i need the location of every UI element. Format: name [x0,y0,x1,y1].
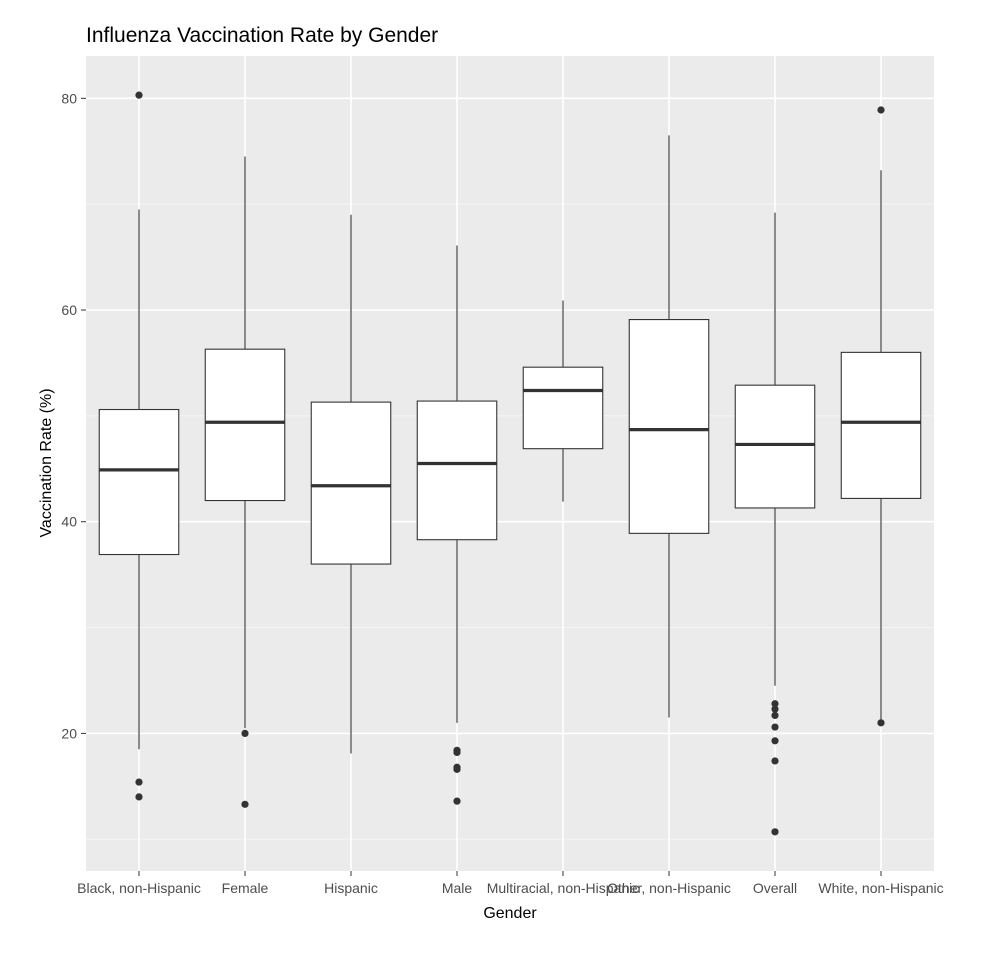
outlier-point [771,723,779,731]
box-iqr [98,408,180,556]
outlier-point [771,757,779,765]
y-tick-label: 80 [61,90,77,106]
outlier-point [241,800,249,808]
outlier-point [771,711,779,720]
box-iqr [840,351,922,499]
box-group [840,106,922,727]
box-group [734,212,816,836]
box-group [98,91,180,801]
box-group [522,300,604,502]
chart-title: Influenza Vaccination Rate by Gender [86,24,438,47]
outlier-point [877,106,885,114]
x-tick-label: Male [442,880,473,896]
x-tick-label: Female [222,880,269,896]
x-tick-label: Overall [753,880,797,896]
x-tick-label: Multiracial, non-Hispanic [487,880,640,896]
box-group [416,245,498,805]
y-tick-label: 20 [61,725,77,741]
x-tick-label: Black, non-Hispanic [77,880,201,896]
y-axis-title: Vaccination Rate (%) [38,388,55,537]
outlier-point [135,778,143,786]
y-tick-label: 40 [61,514,77,530]
x-tick-label: Other, non-Hispanic [607,880,731,896]
y-tick-label: 60 [61,302,77,318]
box-series [98,91,922,836]
box-group [310,214,392,754]
outlier-point [453,765,461,773]
outlier-point [453,748,461,757]
outlier-point [771,700,779,708]
box-iqr [734,384,816,509]
x-axis: Black, non-Hispanic Female Hispanic Male Mul… [77,871,944,896]
box-iqr [204,348,286,502]
box-iqr [628,319,710,534]
outlier-point [771,828,779,836]
outlier-point [241,729,249,738]
outlier-point [135,91,143,99]
outlier-point [877,719,885,727]
box-iqr [310,401,392,565]
y-axis: 20 40 60 80 [61,90,86,741]
box-iqr [522,366,604,450]
x-tick-label: White, non-Hispanic [818,880,943,896]
x-axis-title: Gender [483,905,537,922]
box-group [628,135,710,718]
x-tick-label: Hispanic [324,880,378,896]
box-iqr [416,400,498,541]
outlier-point [771,705,779,713]
outlier-point [135,793,143,801]
outlier-point [771,737,779,745]
outlier-point [453,797,461,805]
box-group [204,156,286,808]
